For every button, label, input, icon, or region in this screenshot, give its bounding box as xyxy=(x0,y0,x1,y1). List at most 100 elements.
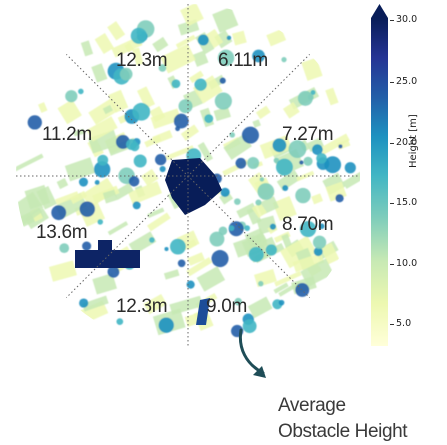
tree-blob xyxy=(27,115,42,130)
tree-blob xyxy=(272,138,287,153)
tree-blob xyxy=(338,144,343,149)
ground-patch xyxy=(16,153,44,172)
tree-blob xyxy=(130,142,140,152)
tree-blob xyxy=(93,161,111,178)
sector-label-s-east: 9.0m xyxy=(206,296,248,317)
tree-blob xyxy=(278,299,285,306)
tree-blob xyxy=(82,241,92,251)
ground-patch xyxy=(91,63,108,83)
tree-blob xyxy=(65,90,78,103)
ground-patch xyxy=(108,89,129,113)
tree-blob xyxy=(275,158,293,176)
tree-blob xyxy=(78,88,84,95)
ground-patch xyxy=(113,182,134,200)
tree-blob xyxy=(119,67,133,81)
tree-blob xyxy=(158,317,174,333)
ground-patch xyxy=(180,124,200,141)
annotation-arrow xyxy=(238,328,266,378)
tree-blob xyxy=(247,157,260,170)
tree-blob xyxy=(197,34,209,46)
sector-label-e-north: 7.27m xyxy=(282,124,334,145)
ground-patch xyxy=(273,282,289,294)
annotation-line-1: Average xyxy=(278,395,346,416)
ground-patch xyxy=(64,157,96,182)
ground-patch xyxy=(56,178,69,190)
ground-patch xyxy=(150,108,182,130)
tree-blob xyxy=(159,165,166,173)
tree-blob xyxy=(324,156,342,174)
ground-patch xyxy=(147,207,165,219)
colorbar-tick: 10.0 xyxy=(389,258,418,269)
ground-patch xyxy=(292,252,325,273)
tree-blob xyxy=(235,157,247,169)
tree-blob xyxy=(186,280,195,289)
colorbar-tick: 15.0 xyxy=(389,197,418,208)
ground-patch xyxy=(92,273,117,295)
tree-blob xyxy=(312,235,327,249)
ground-patch xyxy=(300,258,334,287)
tree-blob xyxy=(259,177,265,182)
tree-blob xyxy=(299,220,317,238)
annotation-line-2: Obstacle Height xyxy=(278,421,408,442)
ground-patch xyxy=(140,168,159,187)
ground-patch xyxy=(272,196,297,222)
ground-patch xyxy=(320,242,340,265)
ground-patch xyxy=(319,133,350,155)
tree-blob xyxy=(97,219,104,225)
ground-patch xyxy=(88,129,119,154)
ground-patch xyxy=(86,116,118,142)
ground-patch xyxy=(311,193,324,205)
tree-blob xyxy=(219,77,226,84)
sector-label-n-east: 6.11m xyxy=(218,50,268,71)
tree-blob xyxy=(132,201,141,210)
colorbar-gradient xyxy=(371,18,388,346)
tree-blob xyxy=(59,243,70,254)
ground-patch xyxy=(219,191,234,205)
tree-blob xyxy=(241,126,259,144)
tree-blob xyxy=(297,90,313,106)
ground-patch xyxy=(192,50,209,67)
tree-blob xyxy=(209,231,225,247)
ground-patch xyxy=(163,269,180,280)
ground-patch xyxy=(325,87,339,106)
sector-dividers xyxy=(16,4,360,348)
ground-patch xyxy=(38,102,48,113)
tree-blob xyxy=(217,49,235,67)
tree-blob xyxy=(130,27,147,44)
ground-patch xyxy=(276,169,301,191)
tree-blob xyxy=(255,199,262,206)
tree-blob xyxy=(79,201,96,217)
ground-patch xyxy=(20,207,43,226)
tree-blob xyxy=(303,156,313,166)
dark-slab xyxy=(196,298,210,325)
ground-patch xyxy=(102,189,118,204)
tree-blob xyxy=(269,223,276,230)
ground-patch xyxy=(81,295,109,312)
tree-blob xyxy=(204,114,214,124)
ground-patch xyxy=(342,170,360,189)
ground-patch xyxy=(128,231,157,255)
tree-blob xyxy=(133,154,147,168)
ground-patch xyxy=(186,257,213,277)
ground-patch xyxy=(251,202,267,219)
tree-blob xyxy=(170,238,186,255)
ground-patch xyxy=(107,221,129,236)
ground-patch xyxy=(169,295,203,315)
ground-patch xyxy=(255,105,271,120)
tree-blob xyxy=(226,35,232,41)
tree-blob xyxy=(295,187,311,204)
tree-blob xyxy=(177,259,186,268)
tree-blob xyxy=(132,102,151,121)
ground-patch xyxy=(144,135,162,148)
ground-patch xyxy=(196,266,226,292)
colorbar-extend-arrow xyxy=(371,4,388,18)
ground-patch xyxy=(136,86,156,109)
ground-patch xyxy=(73,128,85,137)
ground-patch xyxy=(24,184,51,210)
ground-patch xyxy=(197,142,214,162)
tree-blob xyxy=(164,246,169,252)
tree-blob xyxy=(335,194,344,203)
tree-blob xyxy=(228,221,244,237)
tree-blob xyxy=(281,56,287,63)
annotation-text: Average Obstacle Height xyxy=(278,393,408,445)
